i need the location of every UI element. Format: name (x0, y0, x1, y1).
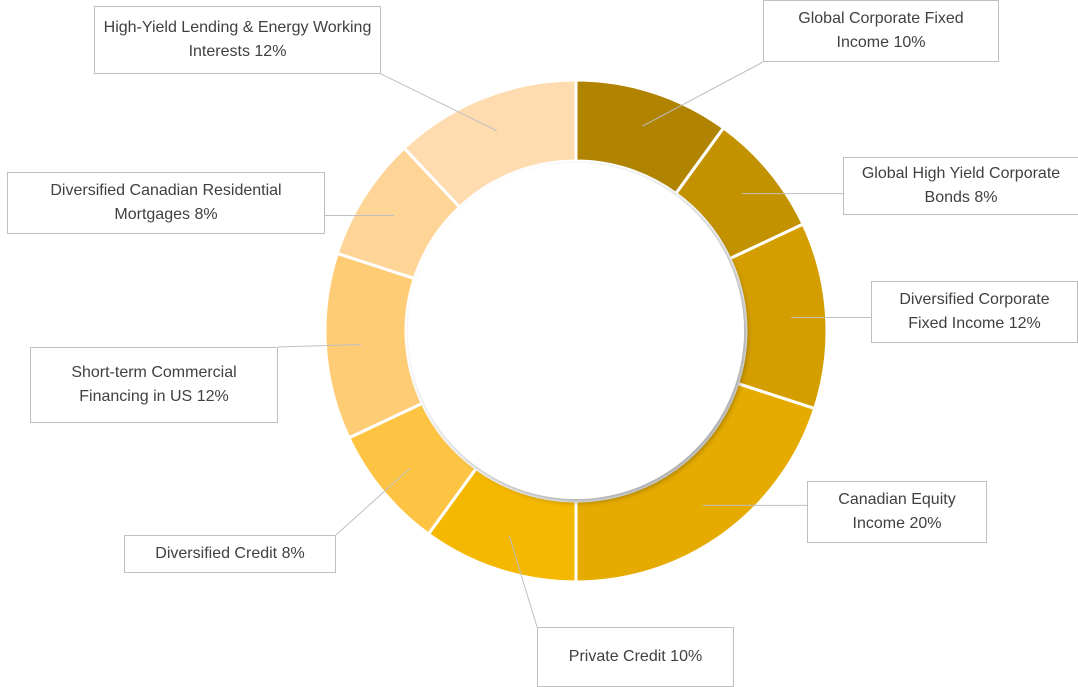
data-label: Diversified Corporate Fixed Income 12% (871, 281, 1078, 343)
label-text: Global High Yield Corporate Bonds 8% (852, 162, 1070, 210)
value-label: 12% (254, 43, 287, 60)
label-text: Canadian Equity Income 20% (816, 488, 978, 536)
data-label: Short-term Commercial Financing in US 12… (30, 347, 278, 423)
leader-line (642, 61, 764, 127)
value-label: 8% (974, 189, 998, 206)
label-text: Global Corporate Fixed Income 10% (772, 7, 990, 55)
label-text: Diversified Canadian Residential Mortgag… (16, 179, 316, 227)
leader-line (277, 344, 361, 348)
value-label: 10% (670, 648, 703, 665)
label-text: High-Yield Lending & Energy Working Inte… (103, 16, 372, 64)
data-label: Private Credit 10% (537, 627, 734, 687)
leader-line (380, 73, 497, 132)
data-label: Global High Yield Corporate Bonds 8% (843, 157, 1078, 215)
segments (323, 78, 829, 584)
category-name: Canadian Equity Income (838, 491, 956, 532)
value-label: 20% (909, 515, 942, 532)
data-label: High-Yield Lending & Energy Working Inte… (94, 6, 381, 74)
category-name: Short-term Commercial Financing in US (71, 364, 237, 405)
data-label: Canadian Equity Income 20% (807, 481, 987, 543)
data-label: Diversified Credit 8% (124, 535, 336, 573)
category-name: Global Corporate Fixed Income (798, 10, 964, 51)
category-name: High-Yield Lending & Energy Working Inte… (103, 19, 372, 60)
category-name: Diversified Corporate Fixed Income (899, 291, 1050, 332)
label-text: Private Credit 10% (569, 645, 702, 669)
value-label: 12% (196, 388, 229, 405)
value-label: 12% (1008, 315, 1041, 332)
value-label: 8% (281, 545, 305, 562)
category-name: Global High Yield Corporate Bonds (861, 165, 1061, 206)
label-text: Diversified Credit 8% (155, 542, 304, 566)
donut-hole (408, 163, 744, 499)
label-text: Short-term Commercial Financing in US 12… (39, 361, 269, 409)
value-label: 8% (194, 206, 218, 223)
leader-line (335, 467, 411, 536)
category-name: Diversified Canadian Residential Mortgag… (50, 182, 282, 223)
donut-segment (727, 222, 829, 411)
label-text: Diversified Corporate Fixed Income 12% (880, 288, 1069, 336)
leader-line (508, 535, 538, 628)
category-name: Private Credit (568, 648, 666, 665)
value-label: 10% (893, 34, 926, 51)
data-label: Global Corporate Fixed Income 10% (763, 0, 999, 62)
data-label: Diversified Canadian Residential Mortgag… (7, 172, 325, 234)
category-name: Diversified Credit (155, 545, 278, 562)
donut-segment (402, 78, 578, 210)
leaders (277, 61, 871, 628)
